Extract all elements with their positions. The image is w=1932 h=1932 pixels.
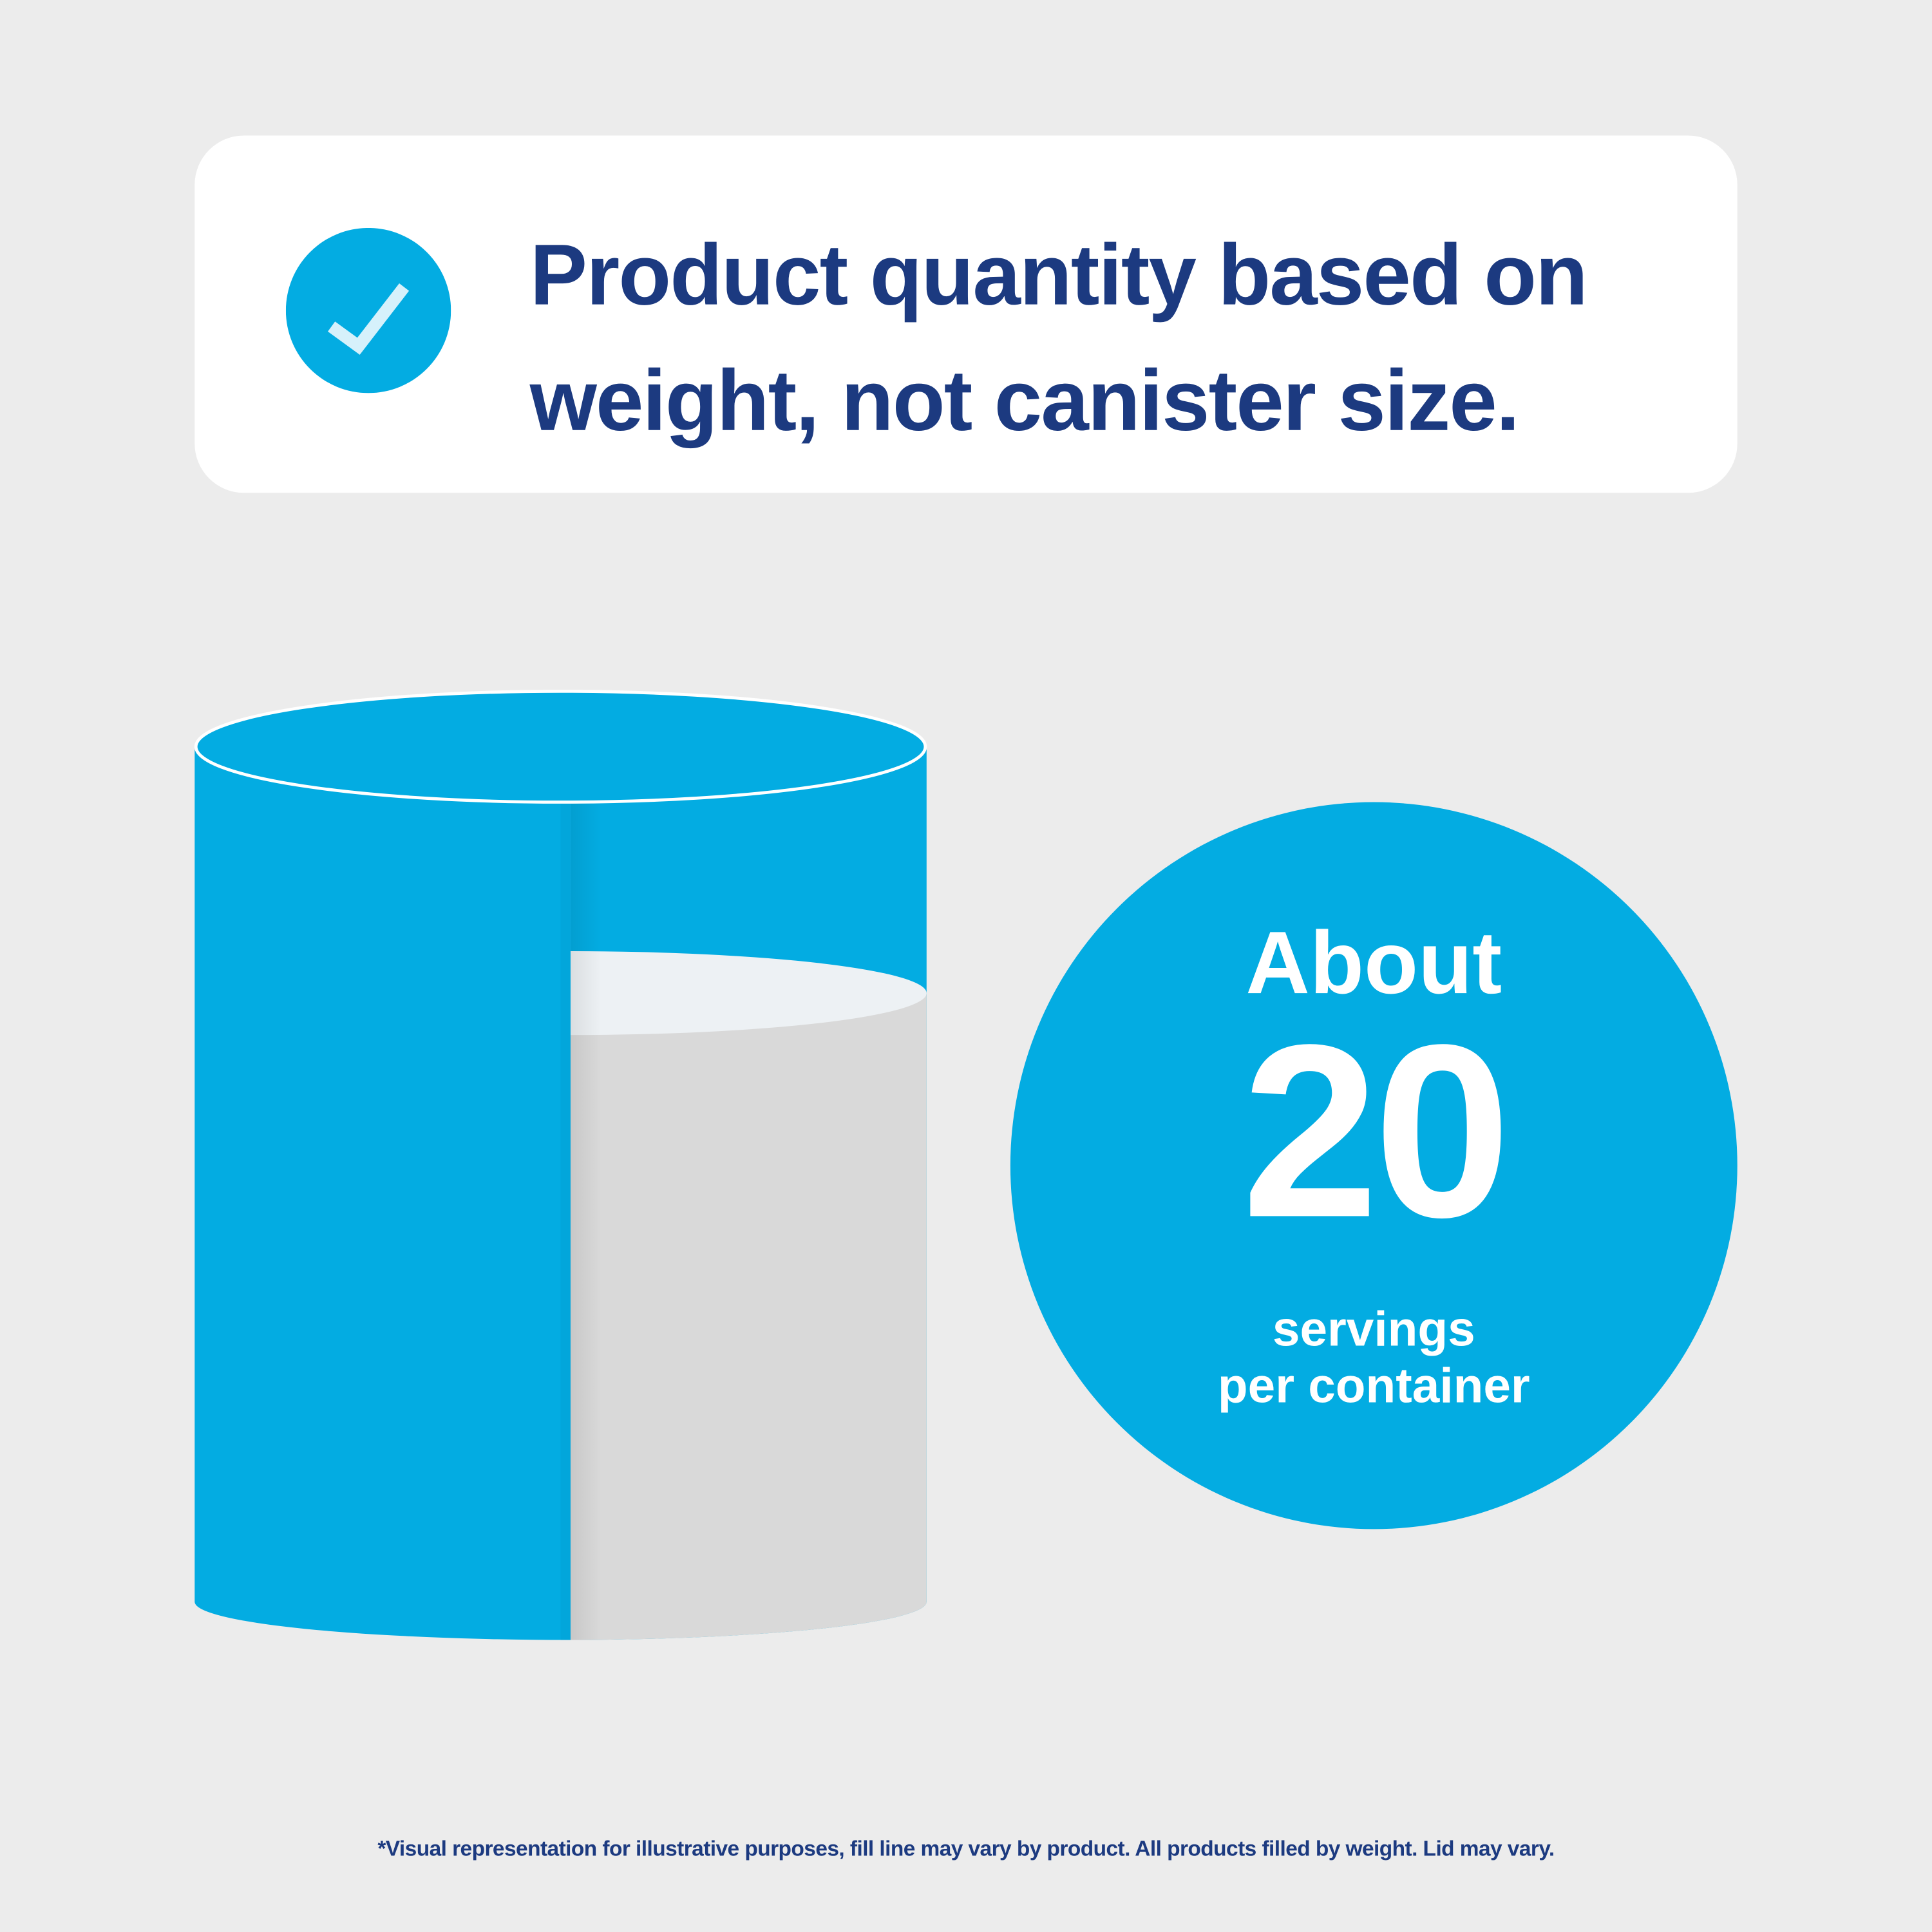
servings-count: 20: [1242, 994, 1511, 1269]
headline-line-1: Product quantity based on: [529, 227, 1588, 323]
canister-lid: [194, 689, 927, 804]
cut-edge: [560, 800, 571, 1640]
check-circle-icon: [285, 227, 451, 393]
fill-line-surface: [570, 951, 927, 1036]
disclaimer-footnote: *Visual representation for illustrative …: [377, 1835, 1555, 1861]
headline-line-2: weight, not canister size.: [529, 352, 1520, 449]
canister-front-wall: [194, 746, 571, 1640]
badge-caption: servings per container: [1010, 1301, 1738, 1414]
canister-contents: [570, 993, 927, 1640]
badge-caption-line-2: per container: [1217, 1359, 1530, 1414]
badge-prefix: About: [1245, 914, 1502, 1013]
inner-shadow: [570, 800, 601, 1640]
header-card: Product quantity based on weight, not ca…: [194, 135, 1738, 493]
badge-caption-line-1: servings: [1272, 1302, 1475, 1357]
headline: Product quantity based on weight, not ca…: [529, 212, 1588, 463]
servings-badge: About 20 servings per container: [1010, 802, 1738, 1530]
